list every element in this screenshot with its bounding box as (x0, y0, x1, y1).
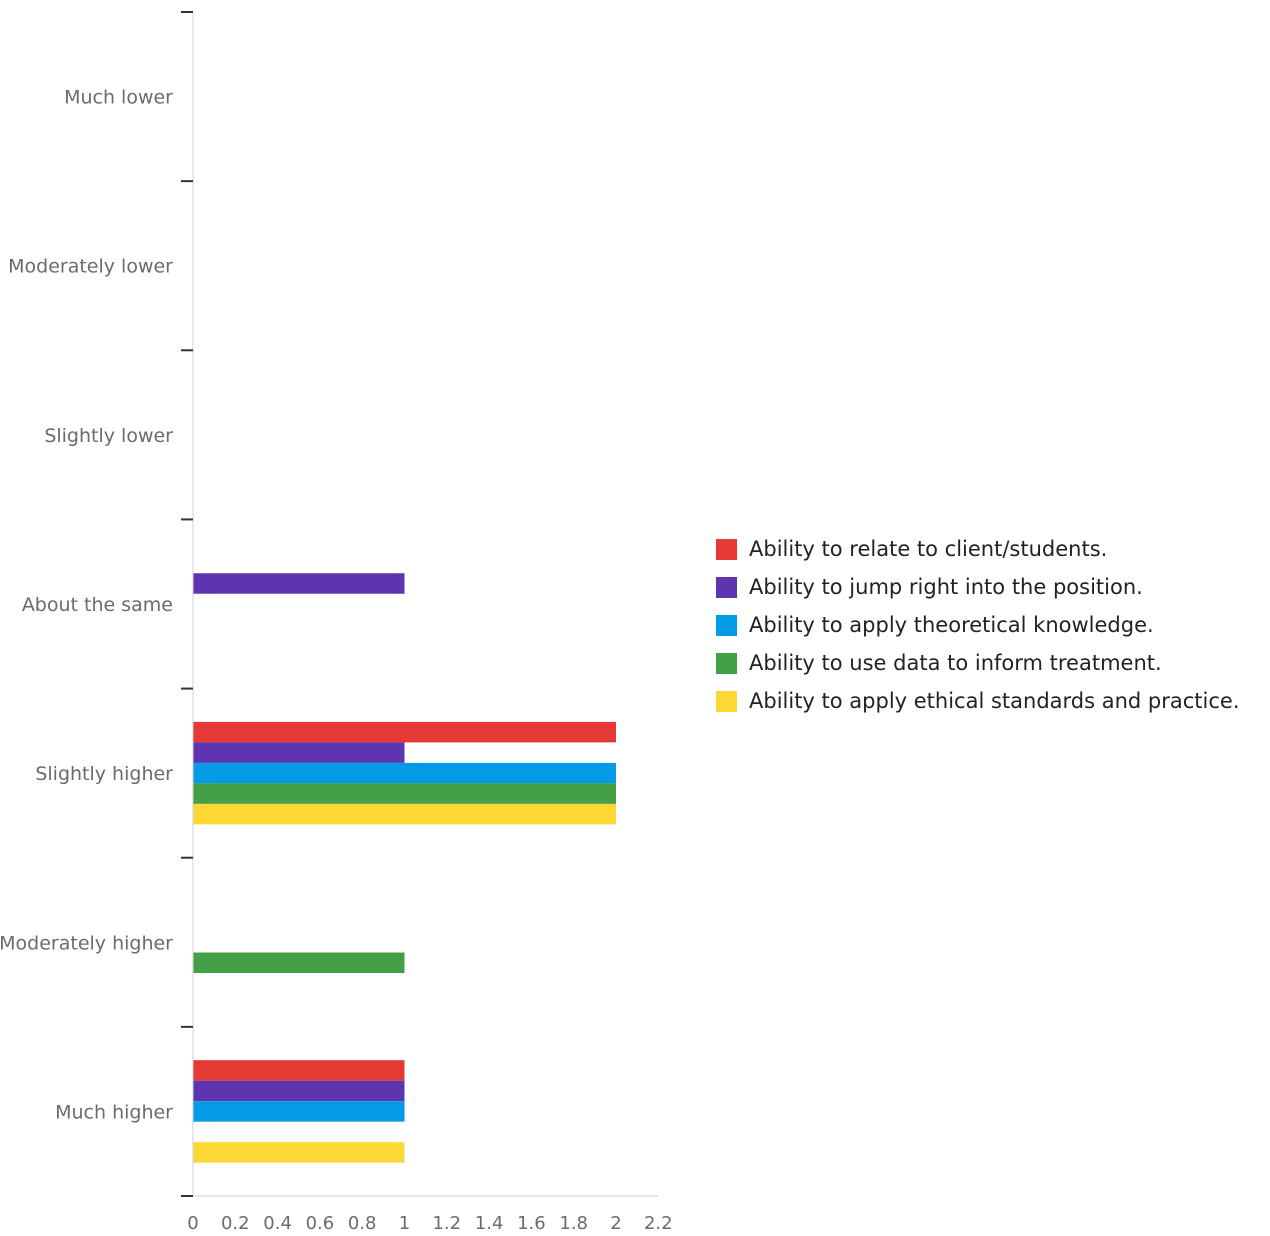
category-label: Slightly lower (44, 425, 173, 447)
x-tick-label: 0.8 (348, 1213, 377, 1234)
x-tick-label: 0.6 (306, 1213, 335, 1234)
legend-item: Ability to jump right into the position. (716, 568, 1240, 606)
bar (193, 742, 405, 763)
axes (181, 11, 659, 1197)
legend-swatch (716, 538, 737, 560)
x-tick-label: 0 (187, 1213, 198, 1234)
bars (193, 573, 616, 1163)
legend-label: Ability to apply ethical standards and p… (749, 689, 1240, 713)
category-labels: Much lower Moderately lower Slightly lower… (0, 87, 173, 1124)
legend-label: Ability to use data to inform treatment. (749, 651, 1162, 675)
x-tick-label: 0.2 (221, 1213, 250, 1234)
legend-swatch (716, 652, 737, 674)
category-label: Moderately lower (8, 256, 173, 278)
bar (193, 803, 616, 825)
x-tick-label: 2 (610, 1213, 621, 1234)
category-label: Moderately higher (0, 932, 173, 954)
bar (193, 1060, 405, 1081)
category-label: Much lower (64, 87, 173, 109)
bar (193, 762, 616, 784)
x-tick-labels: 0 0.2 0.4 0.6 0.8 1 1.2 1.4 1.6 1.8 2 2.2 (187, 1213, 672, 1234)
x-tick-label: 0.4 (263, 1213, 292, 1234)
bar (193, 721, 616, 743)
category-label: Slightly higher (35, 763, 173, 785)
legend-item: Ability to relate to client/students. (716, 530, 1240, 568)
legend-swatch (716, 576, 737, 598)
x-tick-label: 1.6 (517, 1213, 546, 1234)
bar (193, 1142, 405, 1163)
x-tick-label: 1.8 (559, 1213, 588, 1234)
legend-swatch (716, 614, 737, 636)
x-tick-label: 1.4 (475, 1213, 504, 1234)
bar (193, 1080, 405, 1102)
x-tick-label: 1.2 (432, 1213, 461, 1234)
category-label: About the same (22, 594, 173, 616)
bar (193, 783, 616, 804)
legend-label: Ability to relate to client/students. (749, 537, 1108, 561)
bar (193, 1101, 405, 1122)
legend-swatch (716, 690, 737, 712)
legend-label: Ability to jump right into the position. (749, 575, 1143, 599)
bar (193, 573, 405, 594)
x-tick-label: 2.2 (644, 1213, 673, 1234)
x-tick-label: 1 (399, 1213, 410, 1234)
legend: Ability to relate to client/students. Abi… (716, 530, 1240, 720)
legend-item: Ability to apply theoretical knowledge. (716, 606, 1240, 644)
bar (193, 952, 405, 974)
category-label: Much higher (55, 1101, 173, 1123)
legend-label: Ability to apply theoretical knowledge. (749, 613, 1154, 637)
legend-item: Ability to apply ethical standards and p… (716, 682, 1240, 720)
legend-item: Ability to use data to inform treatment. (716, 644, 1240, 682)
